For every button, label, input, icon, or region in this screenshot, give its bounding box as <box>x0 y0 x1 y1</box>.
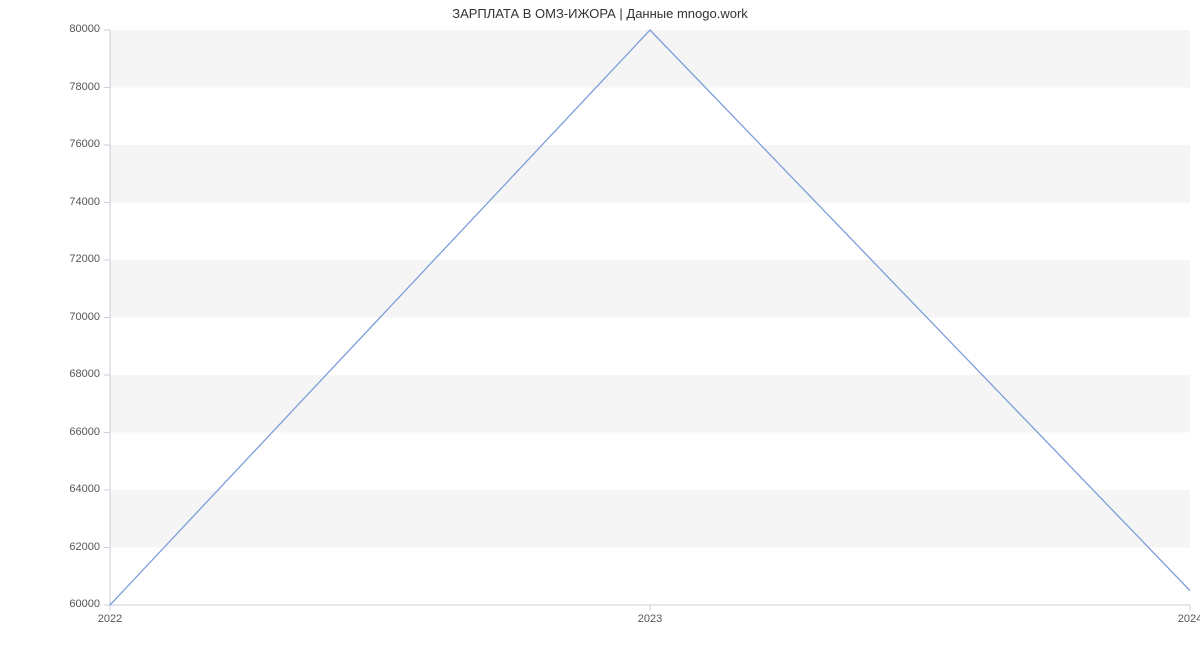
y-tick-label: 76000 <box>0 138 100 150</box>
salary-line-chart: ЗАРПЛАТА В ОМЗ-ИЖОРА | Данные mnogo.work… <box>0 0 1200 650</box>
x-tick-label: 2022 <box>70 613 150 625</box>
x-tick-label: 2023 <box>610 613 690 625</box>
y-tick-label: 80000 <box>0 23 100 35</box>
chart-svg <box>0 0 1200 650</box>
y-tick-label: 62000 <box>0 541 100 553</box>
y-tick-label: 68000 <box>0 368 100 380</box>
x-tick-label: 2024 <box>1150 613 1200 625</box>
y-tick-label: 60000 <box>0 598 100 610</box>
y-tick-label: 66000 <box>0 426 100 438</box>
y-tick-label: 78000 <box>0 81 100 93</box>
y-tick-label: 72000 <box>0 253 100 265</box>
y-tick-label: 64000 <box>0 483 100 495</box>
y-tick-label: 70000 <box>0 311 100 323</box>
y-tick-label: 74000 <box>0 196 100 208</box>
